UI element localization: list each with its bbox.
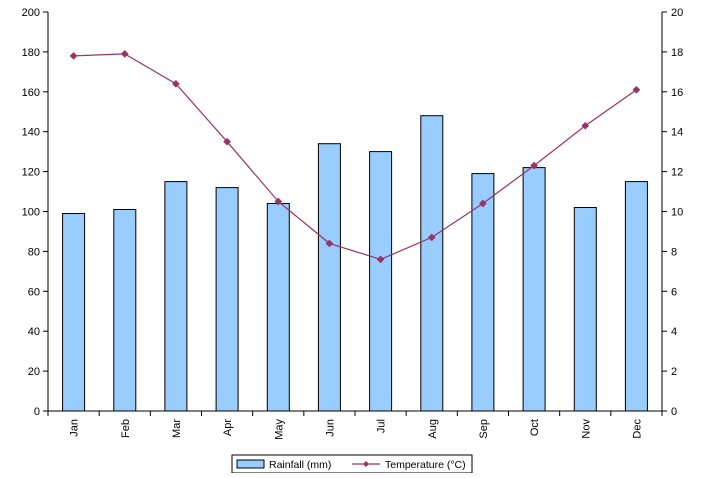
- right-axis-tick-label: 12: [671, 167, 683, 179]
- legend: Rainfall (mm) Temperature (°C): [231, 454, 473, 474]
- temperature-line-path: [73, 53, 637, 261]
- x-axis-label-mar: Mar: [171, 419, 183, 438]
- temperature-point-feb: [120, 49, 129, 58]
- right-axis-tick-label: 6: [671, 286, 677, 298]
- x-axis-label-feb: Feb: [120, 419, 132, 438]
- left-axis-tick-label: 180: [22, 47, 40, 59]
- temperature-point-oct: [530, 161, 539, 170]
- left-axis-tick-label: 80: [28, 246, 40, 258]
- rainfall-bar-jul: [369, 151, 393, 412]
- left-axis-tick-label: 160: [22, 87, 40, 99]
- rainfall-bar-jan: [62, 213, 86, 412]
- legend-temperature-label: Temperature (°C): [385, 459, 466, 471]
- rainfall-bar-oct: [522, 167, 546, 412]
- right-axis-tick-label: 2: [671, 366, 677, 378]
- x-axis-label-dec: Dec: [631, 419, 643, 439]
- right-axis-tick-label: 8: [671, 246, 677, 258]
- x-axis-label-jul: Jul: [376, 419, 388, 433]
- right-axis-tick-label: 0: [671, 406, 677, 418]
- legend-rainfall-swatch: [236, 459, 265, 469]
- left-axis-tick-label: 100: [22, 207, 40, 219]
- axes: [43, 11, 667, 416]
- x-axis-label-oct: Oct: [529, 419, 541, 436]
- temperature-point-mar: [171, 79, 180, 88]
- temperature-point-nov: [581, 121, 590, 130]
- right-axis-tick-label: 14: [671, 127, 683, 139]
- right-axis-tick-label: 10: [671, 207, 683, 219]
- rainfall-bar-apr: [215, 187, 239, 412]
- legend-rainfall-label: Rainfall (mm): [269, 459, 331, 471]
- right-axis-tick-label: 4: [671, 326, 677, 338]
- rainfall-bar-nov: [573, 207, 597, 412]
- right-axis-tick-label: 20: [671, 7, 683, 19]
- left-axis-tick-label: 120: [22, 167, 40, 179]
- temperature-point-may: [274, 197, 283, 206]
- temperature-point-sep: [478, 199, 487, 208]
- x-axis-label-aug: Aug: [427, 419, 439, 439]
- legend-temperature-marker: [363, 461, 369, 467]
- left-axis-tick-label: 200: [22, 7, 40, 19]
- right-axis-tick-label: 16: [671, 87, 683, 99]
- x-axis-label-may: May: [273, 419, 285, 440]
- left-axis-tick-label: 40: [28, 326, 40, 338]
- rainfall-bar-may: [266, 203, 290, 412]
- x-axis-label-nov: Nov: [580, 419, 592, 439]
- rainfall-bar-feb: [113, 209, 137, 412]
- temperature-line: [69, 49, 641, 264]
- temperature-point-jul: [376, 255, 385, 264]
- rainfall-bars: [62, 115, 648, 412]
- temperature-point-dec: [632, 85, 641, 94]
- x-axis-label-sep: Sep: [478, 419, 490, 439]
- axis-labels: 0 20 40 60 80 100 120 140 160 180 200 0 2 4 6 8 10 12 14 16…: [22, 7, 684, 440]
- x-axis-label-apr: Apr: [222, 419, 234, 436]
- rainfall-bar-mar: [164, 181, 188, 412]
- left-axis-tick-label: 140: [22, 127, 40, 139]
- rainfall-bar-dec: [624, 181, 648, 412]
- x-axis-label-jun: Jun: [324, 419, 336, 437]
- temperature-point-apr: [223, 137, 232, 146]
- left-axis-tick-label: 20: [28, 366, 40, 378]
- temperature-point-jan: [69, 51, 78, 60]
- rainfall-bar-jun: [317, 143, 341, 412]
- x-axis-label-jan: Jan: [69, 419, 81, 437]
- left-axis-tick-label: 60: [28, 286, 40, 298]
- temperature-point-aug: [427, 233, 436, 242]
- temperature-point-jun: [325, 239, 334, 248]
- left-axis-tick-label: 0: [34, 406, 40, 418]
- rainfall-bar-aug: [420, 115, 444, 412]
- right-axis-tick-label: 18: [671, 47, 683, 59]
